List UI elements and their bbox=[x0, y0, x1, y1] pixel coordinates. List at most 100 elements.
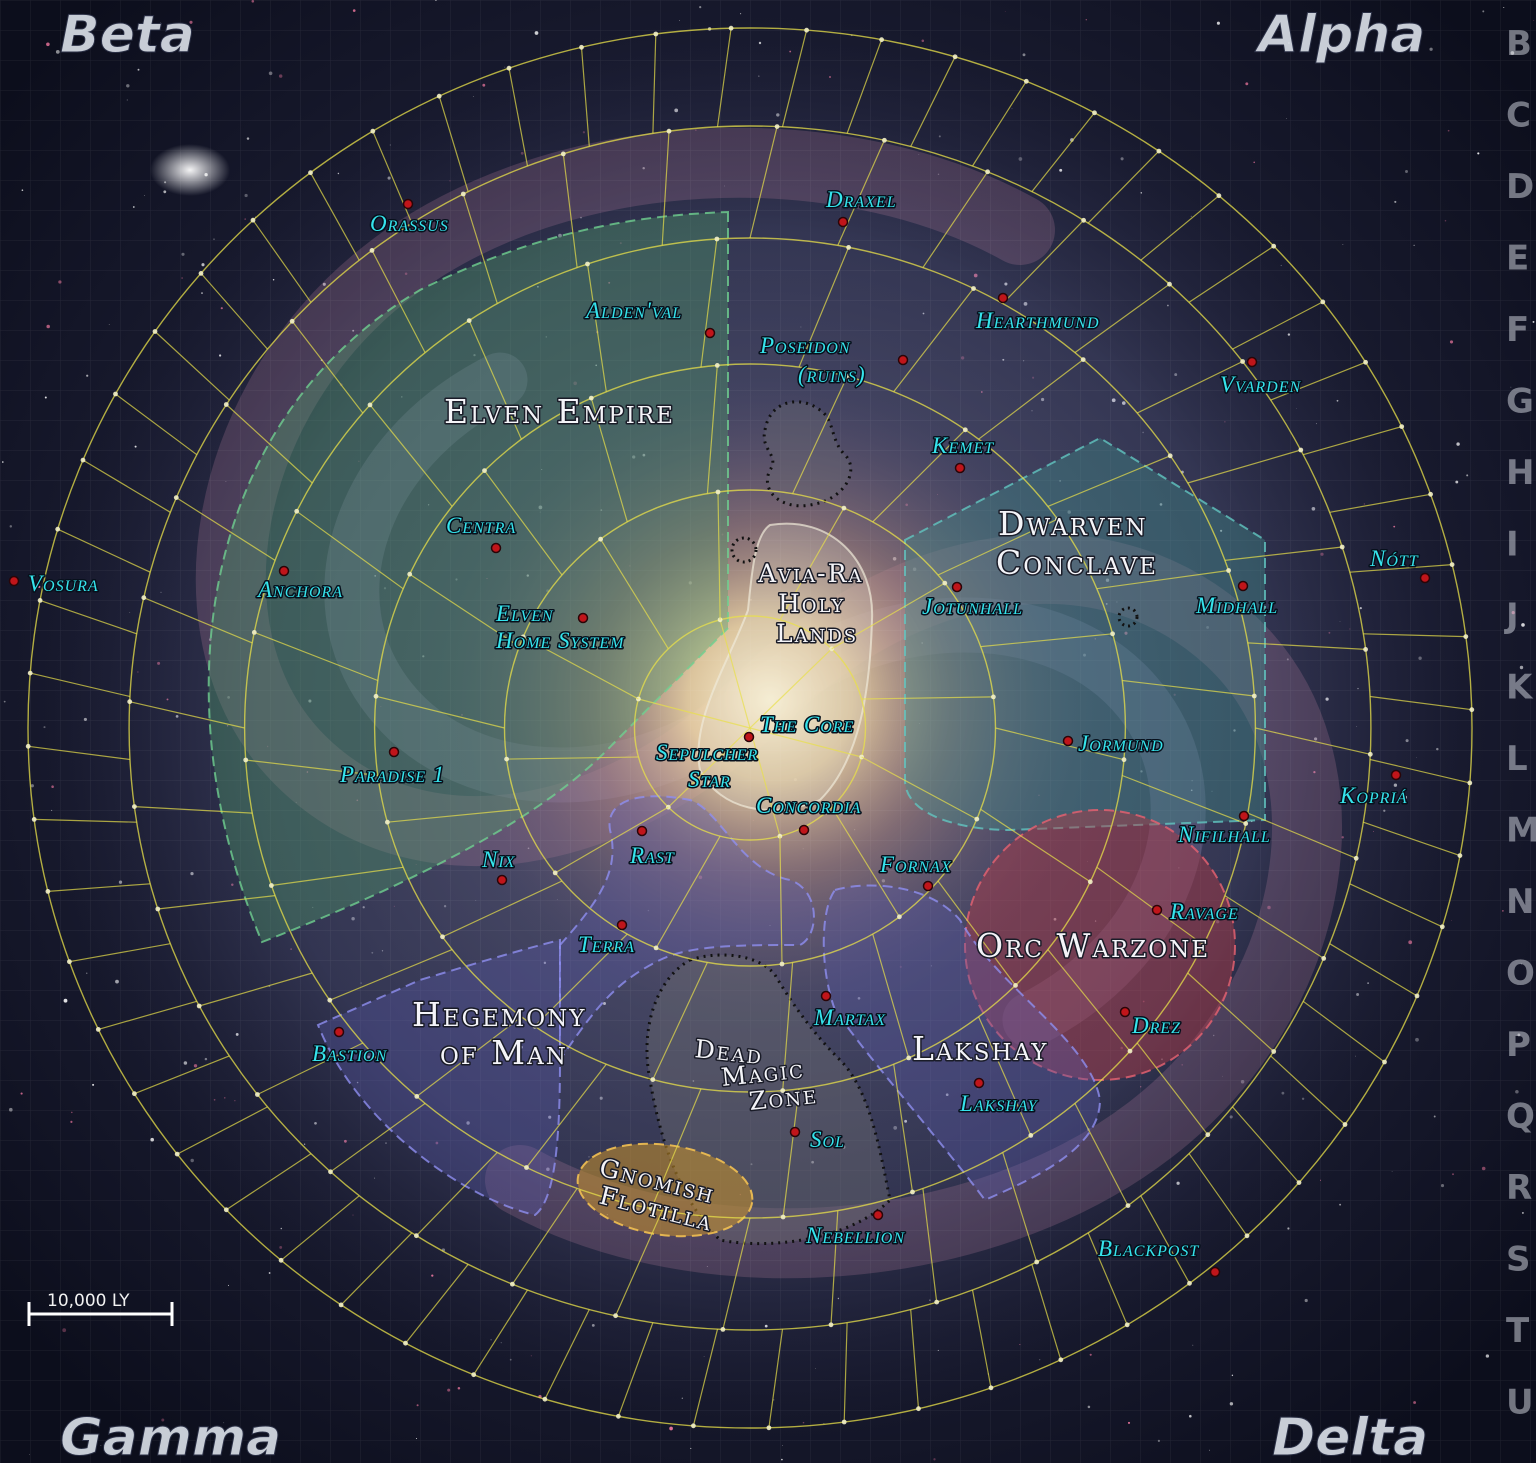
grid-node bbox=[780, 1214, 786, 1220]
jormund-label[interactable]: Jormund bbox=[1077, 730, 1165, 758]
poseidon-dot[interactable] bbox=[897, 354, 909, 366]
kemet-dot[interactable] bbox=[954, 462, 966, 474]
nott-label[interactable]: Nótt bbox=[1368, 545, 1420, 573]
drez-label[interactable]: Drez bbox=[1130, 1012, 1182, 1040]
centra-label[interactable]: Centra bbox=[445, 512, 517, 540]
grid-node bbox=[407, 571, 413, 577]
grid-spoke bbox=[580, 47, 590, 147]
concordia-dot[interactable] bbox=[798, 824, 810, 836]
grid-spoke bbox=[937, 880, 1016, 986]
blackpost-label[interactable]: Blackpost bbox=[1097, 1235, 1200, 1263]
concordia-label[interactable]: Concordia bbox=[755, 792, 862, 820]
rast-territory[interactable] bbox=[559, 795, 815, 1064]
grid-spoke bbox=[115, 393, 198, 456]
elven-home-label-line1[interactable]: Elven bbox=[494, 600, 555, 628]
vosura-dot[interactable] bbox=[8, 575, 20, 587]
lakshay-dot[interactable] bbox=[973, 1077, 985, 1089]
grid-node bbox=[532, 1023, 538, 1029]
jormund-dot[interactable] bbox=[1062, 735, 1074, 747]
draxel-label[interactable]: Draxel bbox=[824, 186, 898, 214]
gnomish-flotilla-region[interactable] bbox=[572, 1133, 759, 1247]
kopria-label[interactable]: Kopriá bbox=[1338, 782, 1409, 810]
grid-spoke bbox=[199, 972, 313, 1007]
sol-label[interactable]: Sol bbox=[809, 1126, 846, 1154]
aldenval-dot[interactable] bbox=[704, 327, 716, 339]
ravage-dot[interactable] bbox=[1151, 904, 1163, 916]
vosura-label[interactable]: Vosura bbox=[27, 570, 100, 598]
kopria-dot[interactable] bbox=[1390, 769, 1402, 781]
centra-dot[interactable] bbox=[490, 542, 502, 554]
grid-node bbox=[691, 1423, 696, 1429]
the-core-dot[interactable] bbox=[743, 731, 755, 743]
hearthmund-dot[interactable] bbox=[997, 292, 1009, 304]
jotunhall-dot[interactable] bbox=[951, 581, 963, 593]
grid-spoke bbox=[1122, 679, 1255, 697]
paradise-dot[interactable] bbox=[388, 746, 400, 758]
midhall-dot[interactable] bbox=[1237, 580, 1249, 592]
aldenval-label[interactable]: Alden'val bbox=[583, 297, 683, 325]
sol-dot[interactable] bbox=[789, 1126, 801, 1138]
sepulcher-label-line2[interactable]: Star bbox=[687, 766, 732, 794]
grid-spoke bbox=[590, 397, 628, 523]
grid-node bbox=[841, 505, 847, 511]
grid-node bbox=[1028, 1133, 1034, 1138]
fornax-label[interactable]: Fornax bbox=[878, 851, 953, 879]
sepulcher-label-line1[interactable]: Sepulcher bbox=[655, 739, 759, 767]
grid-node bbox=[25, 743, 31, 749]
bastion-dot[interactable] bbox=[333, 1026, 345, 1038]
elven-home-dot[interactable] bbox=[577, 612, 589, 624]
midhall-label[interactable]: Midhall bbox=[1194, 592, 1279, 620]
vvarden-dot[interactable] bbox=[1246, 356, 1258, 368]
nix-dot[interactable] bbox=[496, 874, 508, 886]
terra-label[interactable]: Terra bbox=[577, 931, 636, 959]
orassus-label[interactable]: Orassus bbox=[369, 210, 450, 238]
terra-dot[interactable] bbox=[616, 919, 628, 931]
grid-spoke bbox=[831, 582, 946, 650]
elven-home-label-line2[interactable]: Home System bbox=[494, 627, 626, 655]
rast-dot[interactable] bbox=[636, 825, 648, 837]
grid-node bbox=[1127, 1048, 1133, 1054]
drez-dot[interactable] bbox=[1119, 1006, 1131, 1018]
grid-spoke bbox=[508, 68, 529, 167]
poseidon-label-line1[interactable]: Poseidon bbox=[758, 332, 852, 360]
fornax-dot[interactable] bbox=[922, 880, 934, 892]
lakshay-region[interactable] bbox=[822, 884, 1102, 1202]
lakshay-system-label[interactable]: Lakshay bbox=[958, 1090, 1040, 1118]
anchora-label[interactable]: Anchora bbox=[255, 576, 344, 604]
orc-warzone-region[interactable] bbox=[964, 809, 1236, 1081]
hearthmund-label[interactable]: Hearthmund bbox=[974, 307, 1101, 335]
grid-node bbox=[223, 402, 229, 407]
grid-spoke bbox=[473, 1289, 529, 1376]
elven-empire-label: Elven Empire bbox=[444, 392, 675, 431]
draxel-dot[interactable] bbox=[837, 216, 849, 228]
grid-spoke bbox=[416, 1016, 522, 1097]
poseidon-label-line2[interactable]: (ruins) bbox=[797, 361, 867, 389]
martax-label[interactable]: Martax bbox=[812, 1004, 887, 1032]
blackpost-dot[interactable] bbox=[1209, 1266, 1221, 1278]
nebellion-dot[interactable] bbox=[872, 1209, 884, 1221]
nix-label[interactable]: Nix bbox=[480, 846, 517, 874]
grid-spoke bbox=[309, 172, 360, 261]
grid-node bbox=[1467, 780, 1473, 786]
grid-node bbox=[780, 1088, 786, 1093]
avia-ra-region[interactable] bbox=[697, 522, 874, 811]
grid-node bbox=[308, 170, 313, 176]
nott-dot[interactable] bbox=[1419, 572, 1431, 584]
anchora-dot[interactable] bbox=[278, 565, 290, 577]
bastion-label[interactable]: Bastion bbox=[311, 1040, 389, 1068]
grid-spoke bbox=[544, 1309, 590, 1400]
ravage-label[interactable]: Ravage bbox=[1168, 898, 1240, 926]
martax-dot[interactable] bbox=[820, 990, 832, 1002]
nebellion-label[interactable]: Nebellion bbox=[804, 1222, 906, 1250]
jotunhall-label[interactable]: Jotunhall bbox=[921, 593, 1024, 621]
paradise-label[interactable]: Paradise 1 bbox=[338, 761, 446, 789]
rast-label[interactable]: Rast bbox=[628, 842, 676, 870]
nifilhall-label[interactable]: Nifilhall bbox=[1176, 821, 1272, 849]
vvarden-label[interactable]: Vvarden bbox=[1219, 371, 1303, 399]
nifilhall-dot[interactable] bbox=[1238, 810, 1250, 822]
kemet-label[interactable]: Kemet bbox=[930, 432, 995, 460]
grid-spoke bbox=[225, 404, 313, 484]
orassus-dot[interactable] bbox=[402, 198, 414, 210]
the-core-label[interactable]: The Core bbox=[759, 711, 855, 739]
